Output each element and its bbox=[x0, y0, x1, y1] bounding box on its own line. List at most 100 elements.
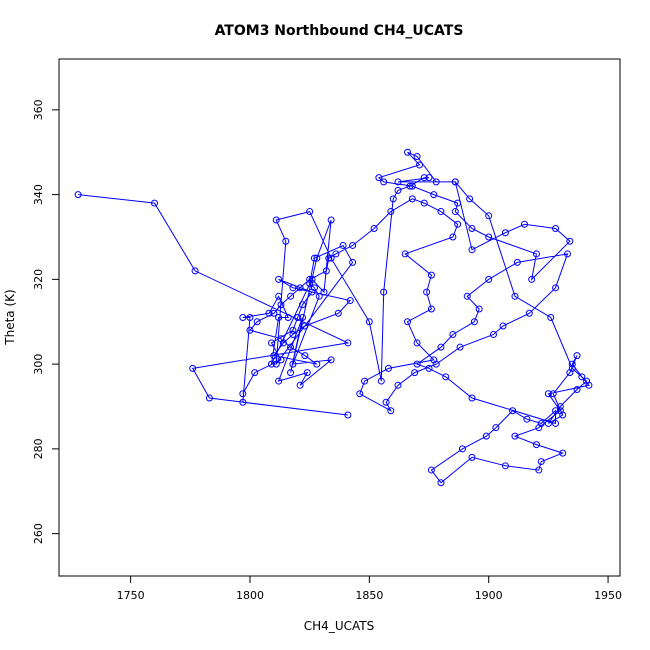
data-point bbox=[74, 191, 82, 199]
data-point bbox=[458, 445, 466, 453]
data-point bbox=[411, 369, 419, 377]
data-point bbox=[289, 360, 297, 368]
x-tick-label: 1800 bbox=[236, 589, 264, 602]
data-point bbox=[282, 237, 290, 245]
data-point bbox=[413, 360, 421, 368]
data-point bbox=[437, 479, 445, 487]
data-point bbox=[284, 314, 292, 321]
data-point bbox=[298, 314, 306, 321]
data-point bbox=[501, 462, 509, 470]
data-point bbox=[265, 309, 273, 317]
data-point bbox=[189, 364, 197, 372]
data-point bbox=[325, 254, 333, 262]
y-tick-label: 320 bbox=[32, 269, 45, 290]
data-point bbox=[239, 398, 247, 406]
data-point bbox=[344, 339, 352, 347]
y-tick-label: 300 bbox=[32, 354, 45, 375]
data-point bbox=[380, 178, 388, 186]
data-point bbox=[430, 191, 438, 199]
data-point bbox=[267, 339, 275, 347]
data-point bbox=[306, 208, 314, 216]
data-point bbox=[267, 360, 275, 368]
data-point bbox=[552, 419, 560, 427]
data-point bbox=[470, 318, 478, 326]
data-point bbox=[513, 258, 521, 266]
data-point bbox=[415, 161, 423, 169]
data-point bbox=[413, 339, 421, 347]
data-point bbox=[573, 352, 581, 360]
data-point bbox=[559, 449, 567, 457]
data-point bbox=[413, 152, 421, 160]
data-point bbox=[511, 432, 519, 440]
x-tick-label: 1950 bbox=[594, 589, 622, 602]
data-point bbox=[544, 419, 552, 427]
x-axis-label: CH4_UCATS bbox=[304, 619, 374, 633]
data-point bbox=[306, 275, 314, 283]
data-point bbox=[349, 241, 357, 249]
data-point bbox=[275, 314, 283, 321]
data-point bbox=[356, 390, 364, 398]
data-point bbox=[279, 339, 287, 347]
data-point bbox=[289, 284, 297, 292]
data-point bbox=[468, 453, 476, 461]
data-point bbox=[296, 284, 304, 292]
y-axis: 260 280 300 320 340 360 bbox=[32, 99, 59, 544]
data-point bbox=[427, 305, 435, 313]
data-point bbox=[549, 390, 557, 398]
data-point bbox=[289, 326, 297, 334]
series-path bbox=[78, 151, 590, 484]
data-point bbox=[239, 390, 247, 398]
chart-title: ATOM3 Northbound CH4_UCATS bbox=[215, 23, 464, 39]
data-point bbox=[303, 369, 311, 377]
data-point bbox=[306, 280, 314, 288]
data-point bbox=[482, 432, 490, 440]
data-point bbox=[509, 407, 517, 415]
data-point bbox=[361, 377, 369, 385]
data-point bbox=[287, 369, 295, 377]
data-point bbox=[327, 254, 335, 262]
data-point bbox=[365, 318, 373, 326]
data-point bbox=[275, 292, 283, 300]
y-tick-label: 340 bbox=[32, 184, 45, 205]
data-point bbox=[468, 246, 476, 254]
data-point bbox=[437, 343, 445, 351]
data-point bbox=[205, 394, 213, 402]
data-point bbox=[525, 309, 533, 317]
x-axis: 1750 1800 1850 1900 1950 bbox=[117, 576, 622, 602]
data-point bbox=[270, 352, 278, 360]
data-point bbox=[573, 386, 581, 394]
data-point bbox=[492, 424, 500, 432]
data-point bbox=[277, 301, 285, 309]
data-point bbox=[485, 233, 493, 241]
data-point bbox=[322, 267, 330, 275]
data-point bbox=[313, 254, 321, 262]
data-point bbox=[394, 381, 402, 389]
data-point bbox=[327, 216, 335, 224]
data-point bbox=[239, 314, 247, 321]
data-point bbox=[563, 250, 571, 258]
plot-frame bbox=[58, 58, 621, 577]
data-point bbox=[578, 373, 586, 381]
data-point bbox=[277, 356, 285, 364]
data-point bbox=[346, 297, 354, 305]
series-points bbox=[74, 148, 593, 487]
data-point bbox=[382, 398, 390, 406]
data-point bbox=[456, 343, 464, 351]
data-point bbox=[408, 182, 416, 190]
data-point bbox=[150, 199, 158, 207]
data-point bbox=[528, 275, 536, 283]
data-point bbox=[451, 208, 459, 216]
data-point bbox=[432, 178, 440, 186]
data-point bbox=[327, 356, 335, 364]
data-point bbox=[270, 309, 278, 317]
data-point bbox=[287, 343, 295, 351]
data-point bbox=[408, 195, 416, 203]
data-point bbox=[389, 195, 397, 203]
data-point bbox=[296, 381, 304, 389]
data-point bbox=[537, 419, 545, 427]
data-point bbox=[449, 233, 457, 241]
data-point bbox=[420, 174, 428, 182]
data-point bbox=[377, 377, 385, 385]
data-point bbox=[246, 326, 254, 334]
